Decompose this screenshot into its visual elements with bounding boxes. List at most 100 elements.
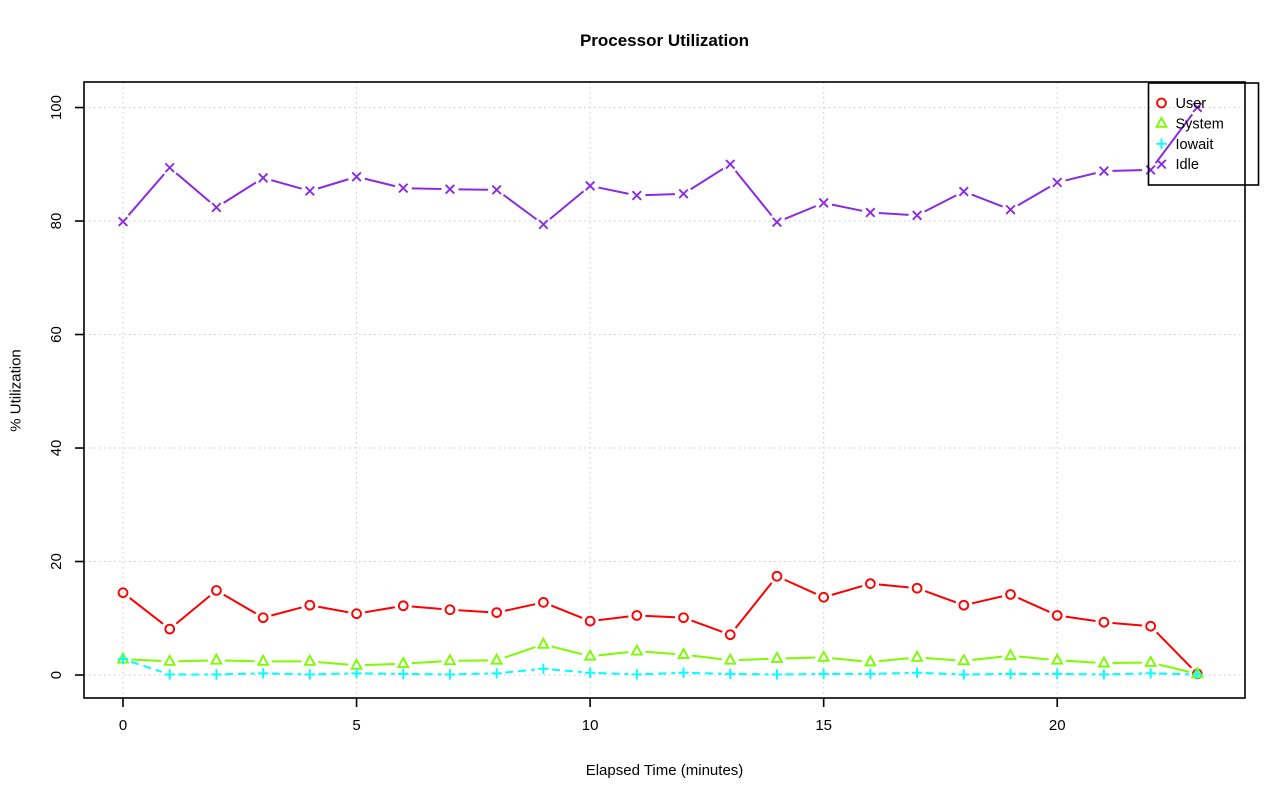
x-tick-label: 0 [119,717,127,734]
data-point-plus [818,668,829,680]
data-point-plus [1192,669,1203,680]
series-segment-system [925,657,956,662]
data-point-x [164,162,175,173]
data-point-plus [164,669,175,680]
x-axis-label: Elapsed Time (minutes) [585,762,744,779]
data-point-x [491,184,502,195]
series-segment-idle [317,178,349,190]
series-segment-iowait [130,660,162,673]
data-point-x [1052,177,1063,188]
data-point-x [1145,164,1156,175]
series-segment-iowait [318,672,349,676]
series-segment-system [365,662,395,667]
y-tick-label: 60 [48,326,65,343]
data-point-plus [958,669,969,680]
data-point-circle [865,578,876,590]
series-segment-idle [223,181,257,204]
series-segment-user [971,595,1003,605]
series-segment-system [738,657,769,661]
data-point-triangle [1004,648,1018,661]
series-segment-idle [1017,185,1051,207]
data-point-circle [678,612,689,624]
data-point-plus [911,667,923,678]
data-point-circle [538,597,549,608]
data-point-triangle [1097,655,1111,668]
data-point-x [771,217,782,228]
series-segment-idle [175,172,211,203]
legend-label-system: System [1176,116,1224,132]
series-segment-iowait [598,672,629,676]
data-point-circle [491,607,503,618]
series-segment-system [645,650,676,655]
data-point-triangle [209,652,223,665]
data-point-triangle [770,650,784,663]
series-segment-idle [502,194,538,221]
data-point-plus [304,669,316,680]
data-point-triangle [490,652,504,665]
series-segment-user [271,606,302,617]
data-point-x [912,210,923,221]
data-point-triangle [723,652,737,665]
series-segment-idle [924,194,957,213]
series-segment-iowait [878,671,909,675]
data-point-circle [724,629,736,641]
data-point-triangle [256,653,270,666]
data-point-x [818,197,829,208]
series-segment-user [784,578,817,595]
data-point-x [304,185,315,196]
data-point-circle [1005,589,1016,600]
data-point-x [958,186,969,197]
data-point-triangle [536,636,550,649]
series-segment-idle [831,203,863,212]
y-tick-label: 40 [48,440,65,457]
chart-title: Processor Utilization [579,31,750,50]
legend-label-user: User [1176,96,1207,112]
data-point-circle [117,587,129,599]
data-point-circle [1156,97,1167,109]
data-point-triangle [303,653,317,666]
series-segment-user [550,604,583,619]
data-point-triangle [1050,652,1064,665]
data-point-x [258,172,269,183]
series-segment-iowait [1159,672,1189,676]
series-segment-iowait [224,672,255,676]
data-point-plus [398,668,409,680]
series-segment-user [1065,615,1096,623]
y-tick-label: 20 [48,553,65,570]
series-segment-user [1017,597,1050,613]
data-point-circle [911,582,923,594]
data-point-triangle [163,653,177,666]
series-segment-iowait [645,672,676,676]
series-segment-iowait [551,668,582,674]
series-segment-system [785,656,816,660]
data-point-x [1192,102,1203,113]
data-point-circle [211,585,222,596]
x-tick-label: 10 [582,717,599,734]
data-point-triangle [583,648,597,661]
data-point-circle [1145,620,1156,632]
data-point-plus [257,668,269,679]
series-segment-system [972,655,1003,661]
series-segment-idle [364,177,396,188]
data-point-plus [1145,668,1156,679]
data-point-circle [257,612,269,624]
data-point-triangle [863,654,877,667]
series-segment-iowait [925,672,956,676]
data-point-triangle [630,643,644,656]
series-segment-user [318,605,349,614]
data-point-x [538,219,549,230]
data-point-plus [1156,138,1167,149]
data-point-circle [818,591,830,603]
series-segment-user [364,606,396,614]
data-point-x [118,216,128,227]
series-segment-system [504,646,536,659]
data-point-triangle [817,649,831,662]
data-point-triangle [910,649,924,662]
data-point-circle [771,570,783,582]
data-point-circle [397,600,409,612]
y-tick-label: 0 [48,671,65,679]
y-tick-label: 100 [48,95,65,120]
series-segment-idle [411,187,442,191]
data-point-circle [631,610,643,621]
